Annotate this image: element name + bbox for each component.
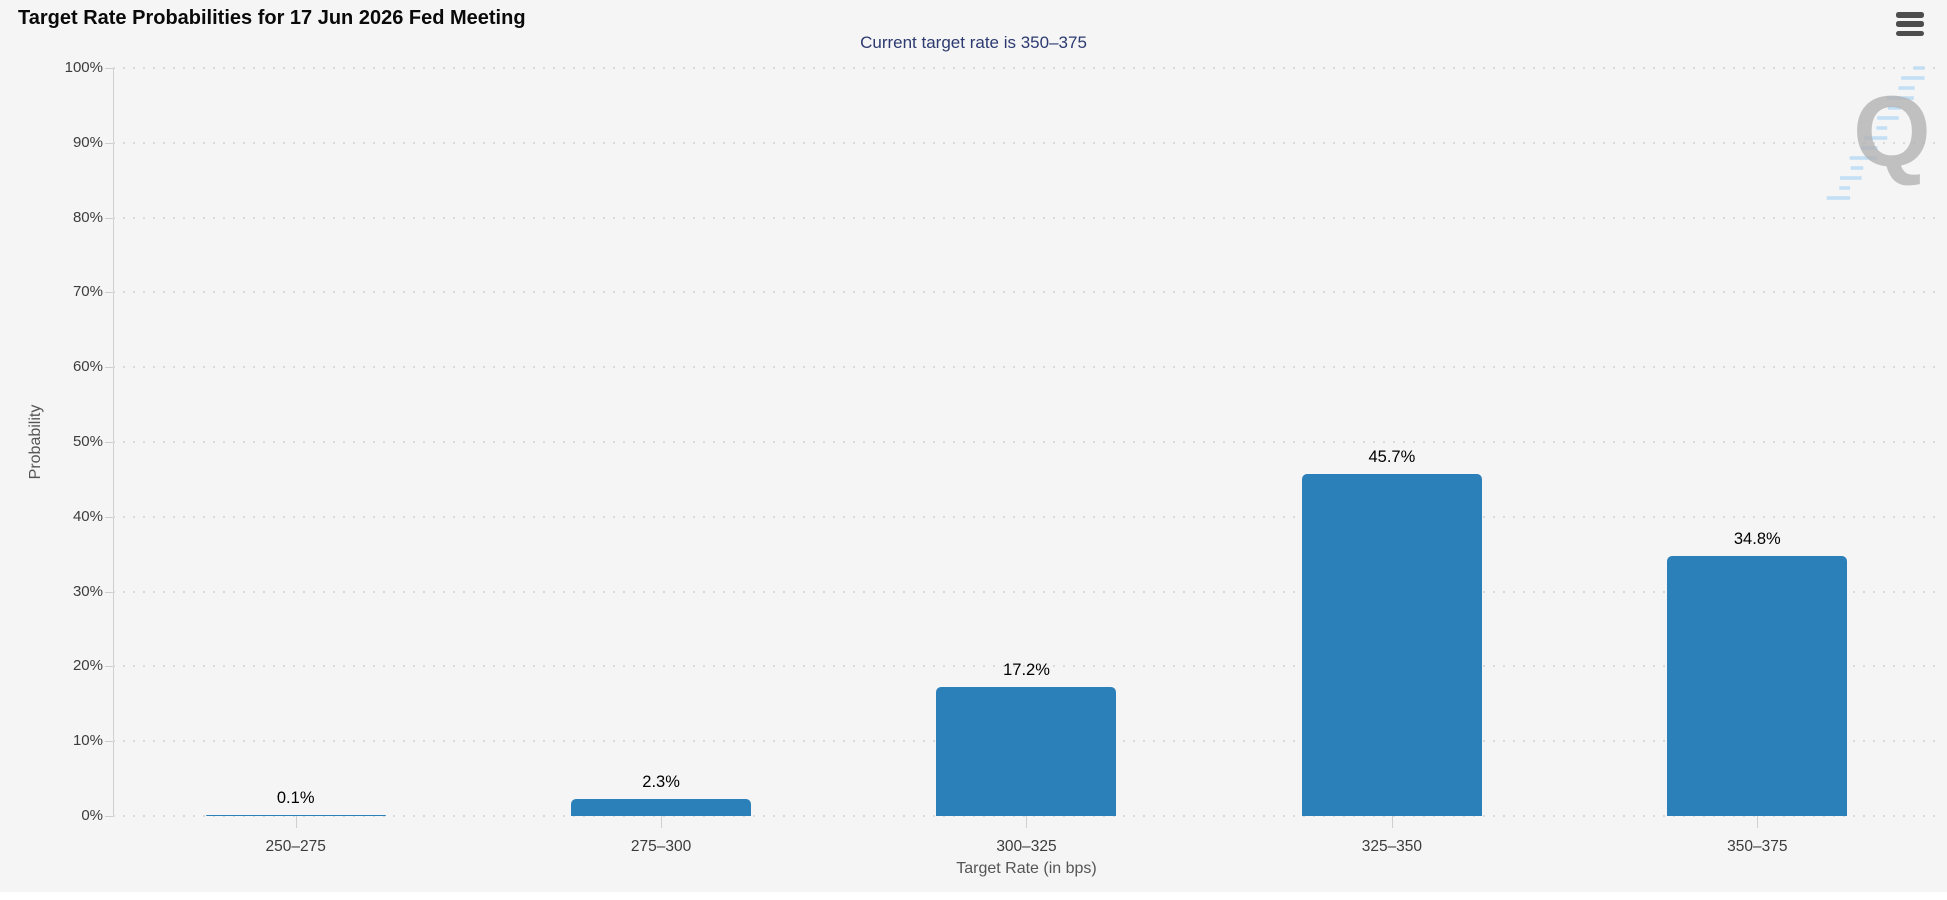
bar-chart-plot-area: 0% 10% 20% 30% 40% 50% 60% 70% 80% 90% 100% 0.1% 250… xyxy=(65,59,1940,855)
bar-300–325[interactable] xyxy=(936,687,1117,816)
x-tick-label: 350–375 xyxy=(1727,838,1788,855)
y-tick-label-50: 50% xyxy=(72,433,103,450)
gridline-50 xyxy=(113,441,1940,443)
hamburger-icon xyxy=(1896,30,1924,36)
x-tick-label: 250–275 xyxy=(265,838,326,855)
bar-350–375[interactable] xyxy=(1667,555,1848,816)
y-axis-tick xyxy=(105,516,113,518)
y-axis-tick xyxy=(105,292,113,294)
bar-325–350[interactable] xyxy=(1301,474,1482,816)
bar-275–300[interactable] xyxy=(571,798,752,816)
x-tick-label: 325–350 xyxy=(1361,838,1423,855)
y-axis-tick xyxy=(105,741,113,743)
category-slot: 2.3% 275–300 xyxy=(478,68,843,855)
x-axis-tick xyxy=(1757,816,1759,828)
hamburger-icon xyxy=(1896,12,1924,18)
y-tick-label-100: 100% xyxy=(64,59,103,76)
y-axis-tick xyxy=(105,442,113,443)
y-tick-label-30: 30% xyxy=(72,582,103,600)
category-slot: 34.8% 350–375 xyxy=(1575,68,1940,855)
x-tick-label: 300–325 xyxy=(996,838,1057,855)
x-axis-tick xyxy=(661,816,663,828)
y-axis-tick xyxy=(105,68,113,69)
category-slot: 17.2% 300–325 xyxy=(844,68,1209,855)
y-tick-label-60: 60% xyxy=(72,358,103,376)
category-slot: 0.1% 250–275 xyxy=(113,68,478,855)
category-slot: 45.7% 325–350 xyxy=(1209,68,1574,855)
y-tick-label-10: 10% xyxy=(72,732,103,750)
y-tick-label-70: 70% xyxy=(72,283,103,301)
bar-value-label: 17.2% xyxy=(1003,661,1050,680)
y-tick-label-20: 20% xyxy=(72,657,103,675)
bottom-strip xyxy=(0,892,1947,900)
y-tick-label-80: 80% xyxy=(72,208,103,226)
x-axis-tick xyxy=(1026,816,1028,828)
y-axis-tick xyxy=(105,666,113,668)
y-tick-label-40: 40% xyxy=(72,507,103,525)
y-axis-tick xyxy=(105,591,113,593)
bar-value-label: 34.8% xyxy=(1733,529,1781,548)
gridline-40 xyxy=(113,515,1940,518)
bar-value-label: 45.7% xyxy=(1368,448,1416,467)
bar-value-label: 2.3% xyxy=(642,772,680,791)
gridline-30 xyxy=(113,590,1940,593)
gridline-100 xyxy=(113,67,1940,69)
gridline-80 xyxy=(113,216,1940,219)
hamburger-icon xyxy=(1896,21,1924,27)
gridline-90 xyxy=(113,141,1940,144)
bar-250–275[interactable] xyxy=(205,815,386,816)
x-tick-label: 275–300 xyxy=(630,838,692,855)
x-axis-tick xyxy=(1391,816,1393,828)
menu-button[interactable] xyxy=(1896,11,1926,37)
y-axis-tick xyxy=(105,142,113,144)
y-axis-tick xyxy=(105,816,113,817)
current-target-rate-subtitle: Current target rate is 350–375 xyxy=(860,33,1087,52)
gridline-20 xyxy=(113,665,1940,668)
x-axis-tick xyxy=(295,816,297,828)
y-axis-tick xyxy=(105,367,113,369)
y-tick-label-0: 0% xyxy=(81,807,103,824)
y-tick-label-90: 90% xyxy=(72,133,103,151)
chart-title: Target Rate Probabilities for 17 Jun 202… xyxy=(18,7,526,29)
gridline-70 xyxy=(113,291,1940,294)
y-axis-tick xyxy=(105,217,113,219)
bar-value-label: 0.1% xyxy=(276,789,315,807)
gridline-60 xyxy=(113,366,1940,369)
x-axis-title: Target Rate (in bps) xyxy=(956,860,1097,877)
